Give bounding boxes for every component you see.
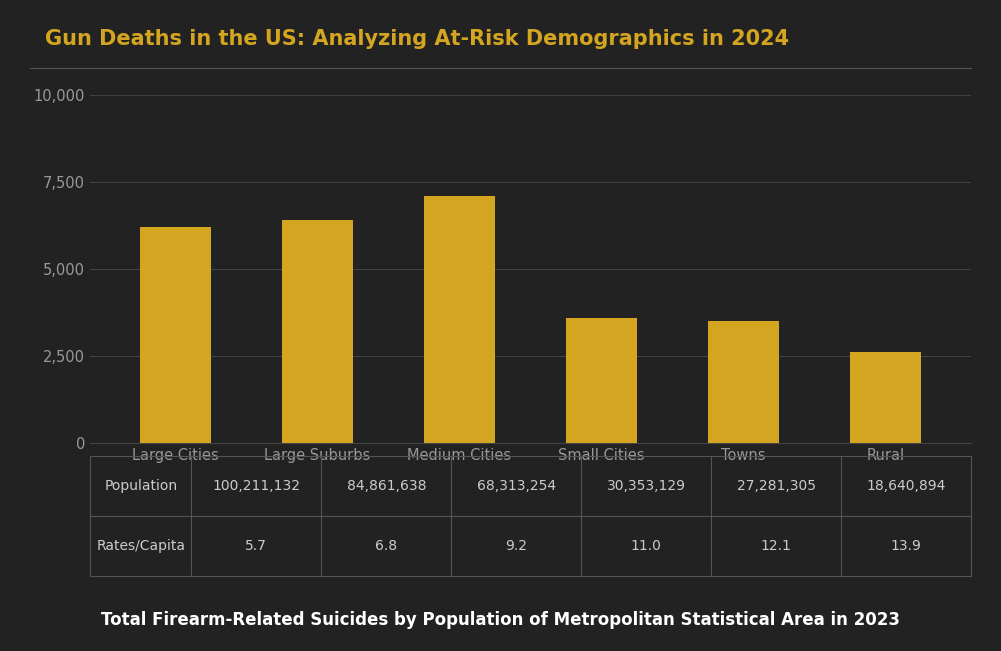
Text: 9.2: 9.2 — [506, 539, 528, 553]
Text: 13.9: 13.9 — [891, 539, 922, 553]
Bar — [850, 352, 921, 443]
Text: 27,281,305: 27,281,305 — [737, 478, 816, 493]
Text: 30,353,129: 30,353,129 — [607, 478, 686, 493]
Text: Gun Deaths in the US: Analyzing At-Risk Demographics in 2024: Gun Deaths in the US: Analyzing At-Risk … — [45, 29, 789, 49]
Bar — [708, 321, 779, 443]
Text: 6.8: 6.8 — [375, 539, 397, 553]
Bar — [140, 227, 211, 443]
Text: Rates/Capita: Rates/Capita — [96, 539, 185, 553]
Text: 100,211,132: 100,211,132 — [212, 478, 300, 493]
Bar — [424, 196, 495, 443]
Text: 18,640,894: 18,640,894 — [866, 478, 946, 493]
Text: Population: Population — [104, 478, 177, 493]
Text: 84,861,638: 84,861,638 — [346, 478, 426, 493]
Bar — [566, 318, 637, 443]
Bar — [282, 221, 353, 443]
Text: 12.1: 12.1 — [761, 539, 792, 553]
Text: 5.7: 5.7 — [245, 539, 267, 553]
Text: 68,313,254: 68,313,254 — [476, 478, 556, 493]
Text: 11.0: 11.0 — [631, 539, 662, 553]
Text: Total Firearm-Related Suicides by Population of Metropolitan Statistical Area in: Total Firearm-Related Suicides by Popula… — [101, 611, 900, 629]
